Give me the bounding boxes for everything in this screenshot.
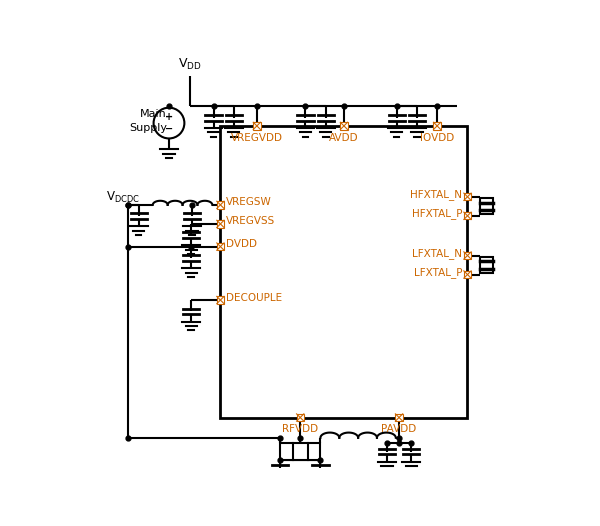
Bar bbox=[433, 122, 441, 129]
Text: HFXTAL_N: HFXTAL_N bbox=[410, 189, 462, 200]
Text: AVDD: AVDD bbox=[329, 133, 359, 143]
Text: VREGVDD: VREGVDD bbox=[231, 133, 283, 143]
Text: Supply: Supply bbox=[129, 123, 167, 133]
Bar bbox=[464, 212, 471, 219]
Text: RFVDD: RFVDD bbox=[282, 424, 318, 434]
Bar bbox=[340, 122, 347, 129]
Bar bbox=[253, 122, 260, 129]
Bar bbox=[217, 243, 224, 250]
Bar bbox=[395, 414, 403, 421]
Text: PAVDD: PAVDD bbox=[382, 424, 416, 434]
Text: +: + bbox=[165, 112, 173, 122]
Text: V$_{\mathregular{DD}}$: V$_{\mathregular{DD}}$ bbox=[178, 57, 202, 72]
Text: LFXTAL_P: LFXTAL_P bbox=[414, 267, 462, 278]
Text: VREGVSS: VREGVSS bbox=[226, 217, 275, 227]
Bar bbox=[280, 442, 320, 460]
Bar bbox=[296, 414, 304, 421]
Text: LFXTAL_N: LFXTAL_N bbox=[412, 248, 462, 258]
Text: VREGSW: VREGSW bbox=[226, 197, 271, 207]
Text: DVDD: DVDD bbox=[226, 239, 257, 249]
Text: IOVDD: IOVDD bbox=[420, 133, 454, 143]
Text: HFXTAL_P: HFXTAL_P bbox=[412, 208, 462, 219]
Text: DECOUPLE: DECOUPLE bbox=[226, 292, 282, 302]
Text: V$_{\mathregular{DCDC}}$: V$_{\mathregular{DCDC}}$ bbox=[106, 190, 140, 205]
Bar bbox=[220, 126, 467, 418]
Text: −: − bbox=[165, 124, 173, 134]
Bar bbox=[464, 252, 471, 259]
Bar bbox=[217, 220, 224, 228]
Bar bbox=[217, 201, 224, 208]
Bar bbox=[217, 297, 224, 304]
Bar bbox=[481, 257, 493, 273]
Bar bbox=[464, 271, 471, 278]
Text: Main: Main bbox=[140, 109, 167, 119]
Bar bbox=[481, 198, 493, 215]
Bar bbox=[464, 193, 471, 200]
